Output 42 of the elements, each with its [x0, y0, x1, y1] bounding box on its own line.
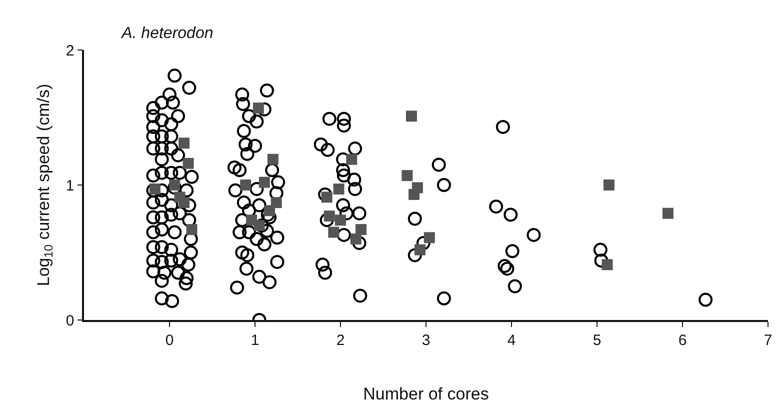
point: [328, 226, 340, 238]
x-tick-label: 1: [250, 332, 260, 349]
chart-title: A. heterodon: [120, 25, 214, 42]
x-tick-label: 7: [764, 332, 772, 349]
point: [350, 234, 362, 244]
point: [402, 170, 413, 182]
point: [408, 188, 420, 200]
point: [258, 176, 270, 188]
point: [169, 180, 180, 190]
x-tick-label: 2: [336, 332, 345, 349]
point: [270, 197, 282, 208]
point: [335, 214, 346, 226]
point: [603, 180, 614, 190]
point: [602, 259, 613, 270]
point: [267, 154, 278, 165]
x-tick-label: 4: [507, 332, 516, 349]
point: [406, 110, 417, 122]
point: [324, 210, 335, 222]
point: [356, 224, 367, 236]
x-tick-label: 5: [592, 332, 602, 349]
x-tick-label: 0: [165, 332, 174, 349]
point: [149, 184, 160, 195]
y-tick-label: 2: [66, 42, 74, 60]
y-tick-label: 0: [66, 312, 74, 330]
point: [414, 244, 426, 256]
y-tick-label: 1: [66, 177, 74, 194]
point: [264, 205, 276, 216]
point: [662, 208, 674, 219]
point: [178, 197, 190, 208]
point: [186, 224, 198, 236]
point: [333, 184, 344, 195]
point: [254, 220, 265, 231]
x-tick-label: 6: [678, 332, 687, 349]
point: [252, 102, 264, 114]
point: [346, 154, 358, 165]
point: [178, 138, 190, 149]
x-axis-title: Number of cores: [363, 384, 489, 404]
point: [182, 158, 194, 169]
point: [240, 180, 252, 190]
point: [424, 232, 435, 244]
point: [321, 192, 332, 203]
x-tick-label: 3: [422, 332, 430, 349]
